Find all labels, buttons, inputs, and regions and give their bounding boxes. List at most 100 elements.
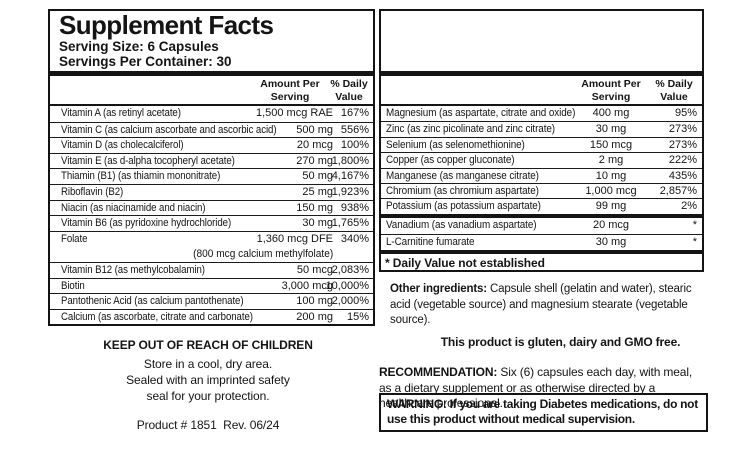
- nutrient-amount: 30 mg: [595, 123, 627, 136]
- table-row: Vitamin D (as cholecalciferol) 20 mcg 10…: [50, 137, 373, 153]
- table-row: Selenium (as selenomethionine) 150 mcg 2…: [381, 136, 702, 152]
- warning-text: If you are taking Diabetes medications, …: [387, 397, 698, 426]
- panel-spacer: [381, 11, 702, 71]
- nutrient-amount: 150 mcg: [589, 138, 633, 151]
- table-row: Potassium (as potassium aspartate) 99 mg…: [381, 198, 702, 213]
- vitamins-panel: Supplement Facts Serving Size: 6 Capsule…: [48, 9, 375, 326]
- nutrient-dv: 4,167%: [331, 170, 369, 183]
- amount-per-serving-header: Amount Per Serving: [581, 78, 641, 103]
- table-row: Vitamin E (as d-alpha tocopheryl acetate…: [50, 152, 373, 169]
- table-row: Vitamin A (as retinyl acetate) 1,500 mcg…: [50, 106, 373, 122]
- nutrient-amount: 1,000 mcg: [585, 184, 637, 197]
- storage-line: Store in a cool, dry area.: [143, 357, 273, 371]
- recommendation-label: RECOMMENDATION:: [379, 365, 498, 379]
- nutrient-name: L-Carnitine fumarate: [386, 235, 475, 248]
- nutrient-dv: *: [692, 218, 697, 231]
- thick-divider: [381, 213, 702, 218]
- table-row: Manganese (as manganese citrate) 10 mg 4…: [381, 167, 702, 183]
- page-title: Supplement Facts: [59, 11, 274, 40]
- minerals-table: Magnesium (as aspartate, citrate and oxi…: [381, 106, 702, 214]
- nutrient-name: Copper (as copper gluconate): [386, 154, 515, 167]
- nutrient-amount: 25 mg: [302, 185, 333, 198]
- nutrient-dv: 938%: [340, 201, 369, 214]
- nutrient-amount: 50 mcg: [296, 263, 333, 276]
- warning-box: WARNING: If you are taking Diabetes medi…: [379, 393, 708, 432]
- nutrient-amount: 20 mcg: [296, 139, 333, 152]
- nutrient-name: Vitamin E (as d-alpha tocopheryl acetate…: [61, 154, 235, 167]
- table-row: Biotin 3,000 mcg 10,000%: [50, 277, 373, 294]
- nutrient-dv: 95%: [674, 107, 697, 119]
- table-row: Magnesium (as aspartate, citrate and oxi…: [381, 106, 702, 121]
- serving-size-text: Serving Size: 6 Capsules: [59, 39, 219, 54]
- nutrient-name: Vitamin D (as cholecalciferol): [61, 139, 184, 152]
- nutrient-dv: 435%: [668, 169, 697, 182]
- recommendation-text: Six (6) capsules each day, with meal, as…: [379, 365, 693, 410]
- nutrient-name: Calcium (as ascorbate, citrate and carbo…: [61, 310, 253, 323]
- table-row: L-Carnitine fumarate 30 mg *: [381, 233, 702, 250]
- nutrient-dv: 10,000%: [325, 279, 369, 292]
- nutrient-dv: *: [692, 235, 697, 248]
- nutrient-amount: 99 mg: [595, 200, 627, 213]
- nutrient-dv: 2%: [681, 200, 697, 213]
- table-row: Pantothenic Acid (as calcium pantothenat…: [50, 293, 373, 309]
- amount-per-serving-header: Amount Per Serving: [260, 78, 320, 103]
- warning-label: WARNING:: [387, 397, 447, 411]
- nutrient-name: Potassium (as potassium aspartate): [386, 200, 541, 213]
- daily-value-header: % Daily Value: [655, 78, 693, 103]
- nutrient-amount: 30 mg: [595, 235, 627, 248]
- nutrient-amount: 100 mg: [296, 295, 333, 308]
- nutrient-name: Thiamin (B1) (as thiamin mononitrate): [61, 170, 221, 183]
- table-row: Riboflavin (B2) 25 mg 1,923%: [50, 183, 373, 200]
- nutrient-dv: 340%: [340, 232, 369, 245]
- ingredient-notes: Other ingredients: Capsule shell (gelati…: [379, 282, 706, 412]
- nutrient-name: Vitamin A (as retinyl acetate): [61, 107, 181, 119]
- table-row-folate: Folate 1,360 mcg DFE 340% (800 mcg calci…: [50, 230, 373, 262]
- nutrient-name: Magnesium (as aspartate, citrate and oxi…: [386, 107, 576, 119]
- table-row: Vitamin C (as calcium ascorbate and asco…: [50, 121, 373, 138]
- other-ingredients-paragraph: Other ingredients: Capsule shell (gelati…: [379, 282, 706, 329]
- keep-out-of-reach-text: KEEP OUT OF REACH OF CHILDREN: [103, 338, 313, 352]
- nutrient-amount: 20 mcg: [592, 218, 630, 231]
- vitamins-table: Vitamin A (as retinyl acetate) 1,500 mcg…: [50, 106, 373, 324]
- minerals-panel: Amount Per Serving % Daily Value Magnesi…: [379, 9, 704, 272]
- nutrient-dv: 273%: [668, 123, 697, 136]
- nutrient-dv: 1,923%: [331, 185, 369, 198]
- servings-per-container-text: Servings Per Container: 30: [59, 54, 232, 69]
- nutrient-name: Zinc (as zinc picolinate and zinc citrat…: [386, 123, 556, 136]
- nutrient-name: Vanadium (as vanadium aspartate): [386, 218, 537, 231]
- nutrient-name: Folate: [61, 232, 88, 245]
- table-row: Vanadium (as vanadium aspartate) 20 mcg …: [381, 218, 702, 234]
- nutrient-amount: 500 mg: [296, 123, 333, 136]
- nutrient-name: Pantothenic Acid (as calcium pantothenat…: [61, 295, 244, 308]
- nutrient-amount: 2 mg: [598, 154, 624, 167]
- thick-divider: [381, 249, 702, 254]
- thick-divider: [381, 71, 702, 76]
- nutrient-dv: 556%: [340, 123, 369, 136]
- table-row: Copper (as copper gluconate) 2 mg 222%: [381, 152, 702, 167]
- table-row: Calcium (as ascorbate, citrate and carbo…: [50, 308, 373, 325]
- nutrient-sub-detail: (800 mcg calcium methylfolate): [192, 247, 333, 260]
- nutrient-dv: 273%: [668, 138, 697, 151]
- other-ingredients-label: Other ingredients:: [390, 283, 487, 295]
- nutrient-name: Vitamin B6 (as pyridoxine hydrochloride): [61, 217, 232, 230]
- product-number-text: Product # 1851 Rev. 06/24: [136, 418, 280, 432]
- nutrient-dv: 1,765%: [331, 217, 369, 230]
- free-claim-text: This product is gluten, dairy and GMO fr…: [440, 334, 681, 349]
- table-row: Zinc (as zinc picolinate and zinc citrat…: [381, 121, 702, 136]
- nutrient-dv: 2,083%: [331, 263, 369, 276]
- nutrient-dv: 222%: [668, 154, 697, 167]
- nutrient-name: Selenium (as selenomethionine): [386, 138, 525, 151]
- column-header-row: Amount Per Serving % Daily Value: [50, 76, 373, 106]
- nutrient-amount: 1,500 mcg RAE: [255, 107, 333, 119]
- storage-line: seal for your protection.: [146, 389, 270, 403]
- nutrient-dv: 2,000%: [331, 295, 369, 308]
- table-row: Niacin (as niacinamide and niacin) 150 m…: [50, 199, 373, 216]
- storage-notes: KEEP OUT OF REACH OF CHILDREN Store in a…: [48, 337, 368, 433]
- nutrient-dv: 15%: [346, 310, 369, 323]
- table-row: Vitamin B6 (as pyridoxine hydrochloride)…: [50, 215, 373, 231]
- nutrient-amount: 400 mg: [592, 107, 630, 119]
- nutrient-name: Chromium (as chromium aspartate): [386, 184, 539, 197]
- nutrient-dv: 2,857%: [659, 184, 697, 197]
- nutrient-amount: 3,000 mcg: [281, 279, 333, 292]
- table-row: Chromium (as chromium aspartate) 1,000 m…: [381, 182, 702, 198]
